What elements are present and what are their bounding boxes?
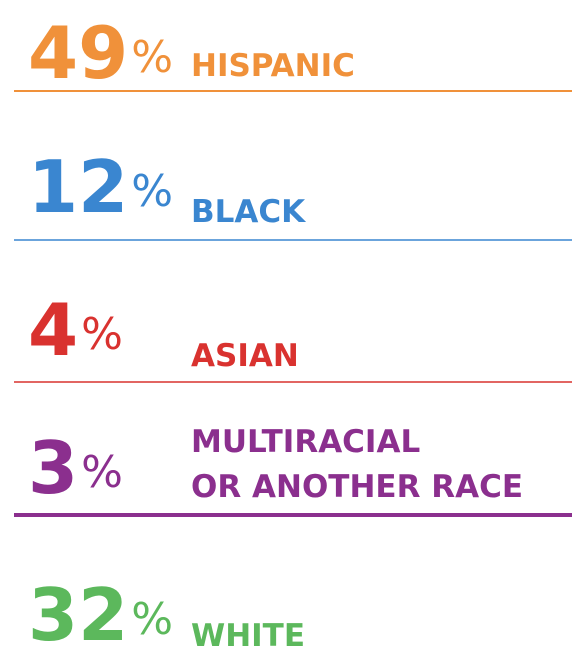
stat-number: 12%	[28, 145, 173, 229]
stat-unit: %	[131, 32, 173, 83]
stat-value: 3	[28, 426, 78, 510]
stat-number: 3%	[28, 426, 123, 510]
stat-number: 32%	[28, 573, 173, 653]
stat-value: 49	[28, 11, 128, 95]
stat-number: 49%	[28, 11, 173, 95]
stat-unit: %	[131, 166, 173, 217]
stat-row: 4% ASIAN	[14, 288, 572, 383]
stat-label: MULTIRACIAL	[191, 424, 420, 460]
stat-label: BLACK	[191, 194, 306, 230]
stat-unit: %	[81, 309, 123, 360]
stat-label: ASIAN	[191, 338, 299, 374]
stat-row: 3% MULTIRACIAL OR ANOTHER RACE	[14, 424, 572, 517]
stat-row: 12% BLACK	[14, 145, 572, 241]
stat-unit: %	[81, 447, 123, 498]
stat-value: 32	[28, 573, 128, 653]
stat-label: OR ANOTHER RACE	[191, 469, 523, 505]
stat-row: 32% WHITE	[28, 573, 305, 653]
stat-label: WHITE	[191, 618, 305, 653]
stat-label: HISPANIC	[191, 48, 355, 84]
stat-unit: %	[131, 594, 173, 645]
stat-number: 4%	[28, 288, 123, 372]
stat-value: 12	[28, 145, 128, 229]
stat-row: 49% HISPANIC	[14, 11, 572, 95]
stat-value: 4	[28, 288, 78, 372]
